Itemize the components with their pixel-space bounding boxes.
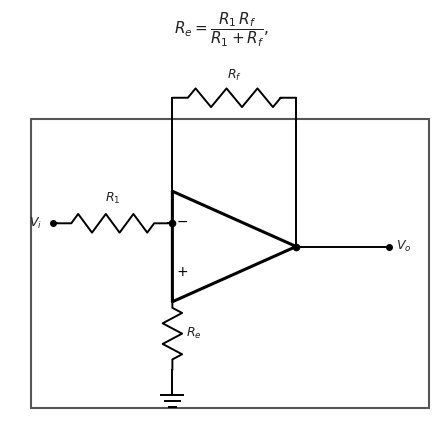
Bar	[31, 119, 429, 408]
Text: $R_1$: $R_1$	[105, 191, 120, 206]
Text: $V_o$: $V_o$	[396, 239, 411, 254]
Text: $+$: $+$	[176, 265, 188, 279]
Text: $R_e$: $R_e$	[186, 326, 201, 341]
Text: $R_f$: $R_f$	[227, 68, 242, 83]
Text: $-$: $-$	[176, 214, 188, 228]
Text: $R_e = \dfrac{R_1\,R_f}{R_1 + R_f},$: $R_e = \dfrac{R_1\,R_f}{R_1 + R_f},$	[174, 11, 268, 49]
Text: $V_i$: $V_i$	[29, 216, 42, 231]
